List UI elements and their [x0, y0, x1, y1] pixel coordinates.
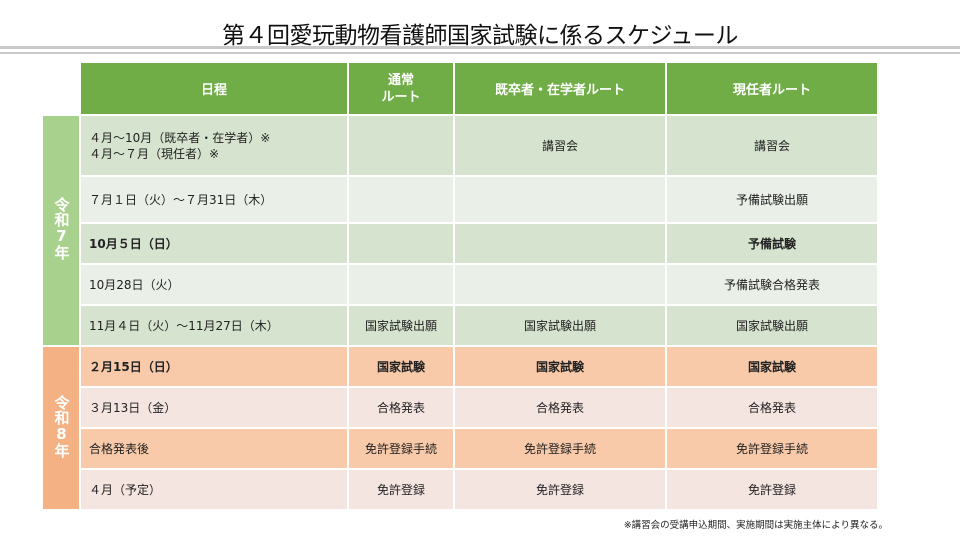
header-kisotsu: 既卒者・在学者ルート [453, 61, 667, 116]
table-row: ３月13日（金） 合格発表 合格発表 合格発表 [42, 386, 879, 429]
header-normal: 通常 ルート [347, 61, 455, 116]
divider [0, 46, 960, 49]
header-genin: 現任者ルート [665, 61, 879, 116]
table-row: 合格発表後 免許登録手続 免許登録手続 免許登録手続 [42, 427, 879, 470]
schedule-table: 日程 通常 ルート 既卒者・在学者ルート 現任者ルート 令和7年 ４月～10月（既… [41, 61, 879, 511]
table-row: 11月４日（火）～11月27日（木） 国家試験出願 国家試験出願 国家試験出願 [42, 304, 879, 347]
table-row: 10月28日（火） 予備試験合格発表 [42, 263, 879, 306]
table-header: 日程 通常 ルート 既卒者・在学者ルート 現任者ルート [41, 61, 879, 116]
table-row: 令和7年 ４月～10月（既卒者・在学者）※ ４月～７月（現任者）※ 講習会 講習会 [41, 114, 879, 347]
table-row: ４月（予定） 免許登録 免許登録 免許登録 [42, 468, 879, 511]
table-row: 令和8年 ２月15日（日） 国家試験 国家試験 国家試験 [41, 345, 879, 511]
era-r7: 令和7年 [41, 114, 81, 347]
era-r8: 令和8年 [41, 345, 81, 511]
table-row: 10月５日（日） 予備試験 [42, 222, 879, 265]
divider [0, 52, 960, 54]
footnote: ※講習会の受講申込期間、実施期間は実施主体により異なる。 [623, 520, 888, 531]
page-title: 第４回愛玩動物看護師国家試験に係るスケジュール [222, 23, 738, 49]
header-date: 日程 [79, 61, 349, 116]
table-row: ７月１日（火）～７月31日（木） 予備試験出願 [42, 175, 879, 224]
